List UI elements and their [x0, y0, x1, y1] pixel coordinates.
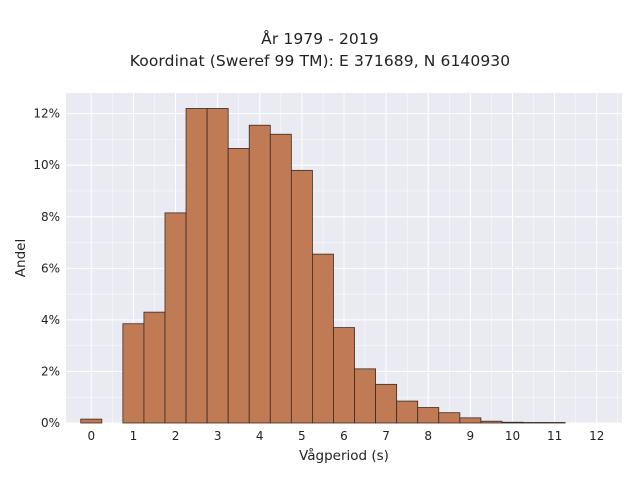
histogram-bar [417, 407, 440, 424]
x-tick-label: 12 [589, 429, 604, 443]
histogram-bar [164, 212, 187, 424]
histogram-bar [354, 368, 376, 424]
histogram-bar [438, 412, 461, 424]
x-tick-label: 10 [505, 429, 520, 443]
x-axis-label: Vågperiod (s) [299, 448, 389, 464]
histogram-bar [185, 108, 208, 424]
x-tick-label: 2 [172, 429, 180, 443]
histogram-bar [206, 108, 229, 424]
x-tick-label: 7 [382, 429, 390, 443]
x-tick-label: 6 [340, 429, 348, 443]
bars [80, 108, 566, 424]
x-tick-label: 8 [424, 429, 432, 443]
histogram-bar [248, 124, 271, 424]
y-tick-labels: 0% 2% 4% 6% 8% 10% 12% [33, 107, 60, 430]
histogram-bar [522, 422, 545, 424]
x-tick-label: 9 [467, 429, 475, 443]
x-tick-label: 0 [87, 429, 95, 443]
histogram-bar [290, 169, 313, 424]
y-tick-label: 2% [41, 364, 60, 378]
histogram-bar [396, 400, 419, 424]
histogram-bar [375, 383, 398, 424]
histogram-bar [543, 422, 566, 424]
histogram-bar [459, 417, 482, 424]
histogram-bar [122, 323, 145, 424]
y-tick-label: 12% [33, 107, 60, 121]
y-tick-label: 0% [41, 416, 60, 430]
y-tick-label: 10% [33, 158, 60, 172]
y-axis-label: Andel [13, 238, 29, 278]
chart-subtitle: Koordinat (Sweref 99 TM): E 371689, N 61… [129, 52, 511, 70]
x-tick-label: 4 [256, 429, 264, 443]
x-tick-label: 1 [130, 429, 138, 443]
y-tick-label: 6% [41, 261, 60, 275]
x-tick-label: 3 [214, 429, 222, 443]
x-tick-label: 5 [298, 429, 306, 443]
histogram-bar [501, 421, 524, 424]
histogram-bar [80, 418, 103, 424]
histogram-bar [227, 148, 250, 424]
y-tick-label: 8% [41, 210, 60, 224]
x-tick-labels: 0 1 2 3 4 5 6 7 8 9 10 11 12 [87, 429, 604, 443]
histogram-bar [269, 133, 292, 424]
histogram-bar [480, 420, 503, 424]
histogram-bar [143, 311, 166, 424]
histogram-bar [312, 253, 334, 424]
histogram-bar [333, 327, 355, 424]
x-tick-label: 11 [547, 429, 562, 443]
y-tick-label: 4% [41, 313, 60, 327]
chart-title: År 1979 - 2019 [261, 30, 379, 48]
